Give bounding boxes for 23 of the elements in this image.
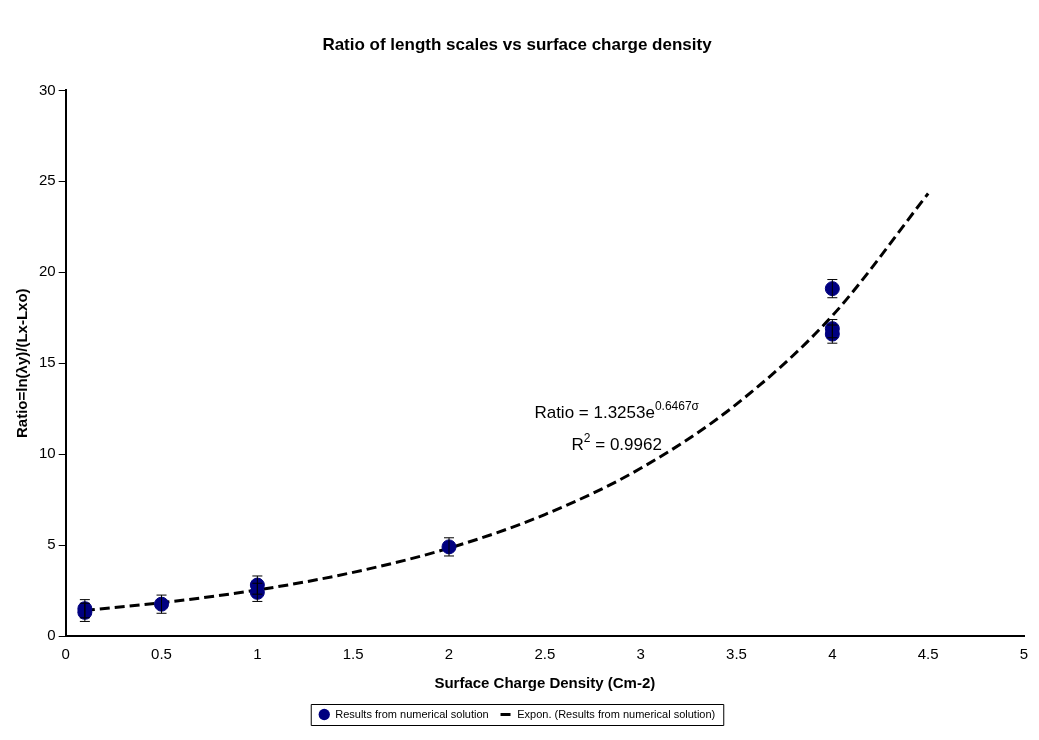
x-tick-label: 2.5 [534, 645, 556, 663]
y-tick-label: 10 [39, 444, 56, 462]
y-axis-title: Ratio=ln(λy)/(Lx-Lxo) [13, 288, 31, 438]
y-tick-label: 15 [39, 353, 56, 371]
y-tick-label: 0 [47, 626, 56, 644]
x-tick-label: 3 [636, 645, 645, 663]
x-tick-label: 2 [444, 645, 454, 663]
x-tick-label: 4.5 [917, 645, 939, 663]
y-tick-label: 5 [47, 535, 56, 553]
x-tick-label: 5 [1019, 645, 1029, 663]
x-tick-label: 3.5 [726, 645, 747, 663]
y-tick-label: 25 [39, 171, 56, 189]
legend-label: Results from numerical solution [335, 707, 489, 720]
y-tick-label: 20 [39, 262, 56, 280]
y-tick-label: 30 [39, 80, 56, 98]
legend-label: Expon. (Results from numerical solution) [517, 707, 716, 720]
x-tick-label: 1.5 [342, 645, 364, 663]
x-tick-label: 0.5 [151, 645, 172, 663]
x-axis-title: Surface Charge Density (Cm-2) [434, 674, 656, 692]
x-tick-label: 4 [828, 645, 837, 663]
chart-title: Ratio of length scales vs surface charge density [322, 34, 713, 54]
x-tick-label: 1 [253, 645, 262, 663]
x-tick-label: 0 [61, 645, 70, 663]
